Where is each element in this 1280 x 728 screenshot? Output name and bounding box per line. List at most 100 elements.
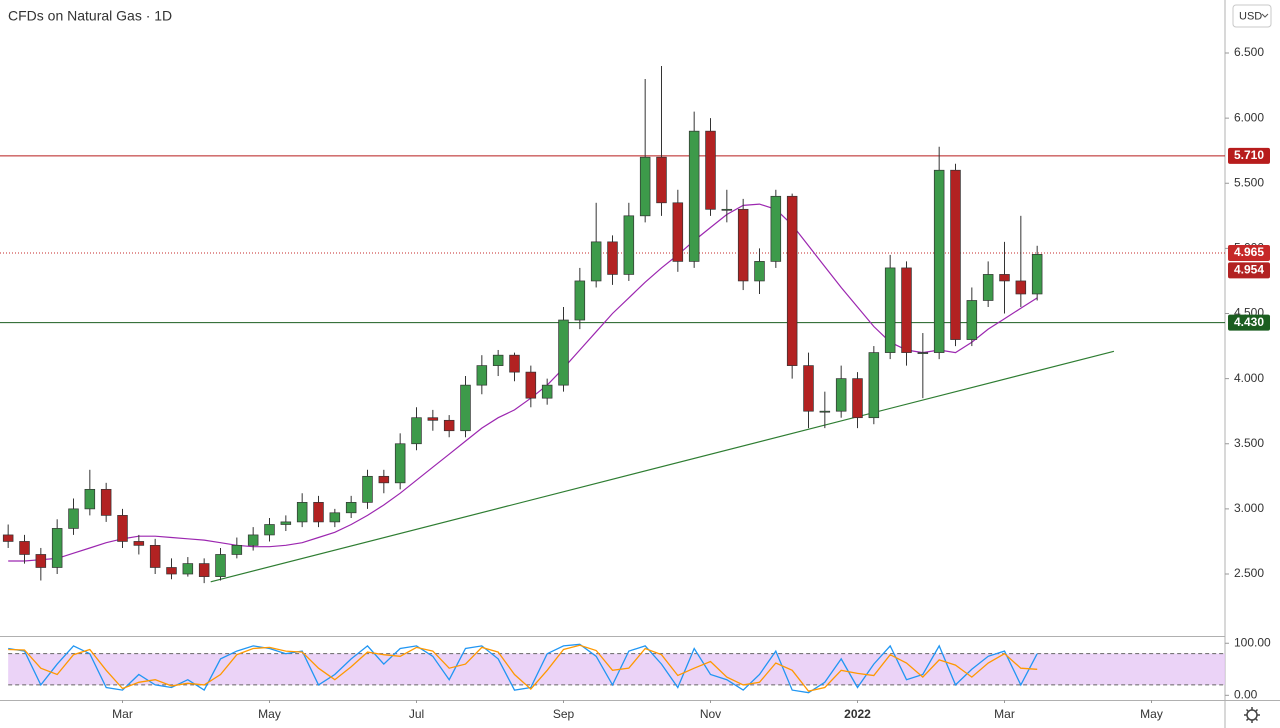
candle-body [51,528,63,568]
y-tick-label: 3.000 [1234,501,1264,515]
candle-body [656,156,667,204]
candle-body [672,202,684,262]
candle-body [607,241,618,275]
candle-body [721,208,733,211]
candle-body [786,195,798,366]
candle-body [590,241,602,282]
candle-body [329,512,341,523]
level-tag-box [1228,314,1270,331]
candle-body [2,534,14,542]
settings-button[interactable] [1244,707,1260,723]
candle-body [460,384,471,432]
candle-body [394,443,406,484]
candle-body [509,354,520,373]
level-tag-box [1228,147,1270,164]
candle-body [198,563,210,577]
candle-body [639,156,651,217]
oscillator-line [8,643,1038,694]
x-tick-label: Mar [994,707,1015,721]
currency-box[interactable] [1232,4,1272,28]
y-tick-label: 6.000 [1234,110,1264,124]
chart-title: CFDs on Natural Gas · 1D [8,8,172,24]
osc-tick-label: 100.00 [1234,635,1271,649]
currency-button[interactable]: USD [1232,4,1272,28]
dropdown-arrow[interactable] [1261,13,1269,18]
candle-body [982,274,994,301]
candle-body [117,515,128,542]
candle-body [100,488,112,516]
candle-body [803,365,814,412]
candle-body [868,352,880,419]
candle-body [966,300,978,340]
candle-body [149,544,161,568]
candle-body [884,267,896,353]
level-tag: 5.710 [1234,148,1264,162]
candle-body [754,261,765,282]
candle-body [950,169,961,340]
candle-body [345,502,357,514]
candle-body [231,544,243,555]
moving-average [8,203,1038,562]
candle-body [835,378,847,412]
candle-body [411,417,422,445]
currency-label[interactable]: USD [1239,10,1262,22]
candle-body [133,541,145,546]
x-tick-label: May [258,707,281,721]
y-tick-label: 5.500 [1234,175,1264,189]
candle-body [558,319,569,386]
candle-body [541,384,553,399]
x-tick-label: Sep [553,707,575,721]
candle-body [264,524,275,536]
candle-body [68,508,79,529]
oscillator-line [8,644,1038,692]
last-price-tag-box [1228,262,1270,279]
candle-body [35,554,47,568]
gear-teeth[interactable] [1244,707,1260,723]
candle-body [819,410,831,413]
candle-body [166,567,177,575]
candle-body [476,365,488,386]
candle-body [362,475,373,503]
candle-body [378,475,390,484]
candle-body [492,354,504,366]
y-tick-label: 2.500 [1234,566,1264,580]
candle-body [999,274,1010,282]
candle-body [84,488,96,510]
x-tick-label: Nov [700,707,721,721]
candle-body [770,195,782,262]
candle-body [313,502,324,523]
candle-body [574,280,586,321]
x-tick-label: Jul [409,707,424,721]
y-tick-label: 6.500 [1234,45,1264,59]
candle-body [1031,254,1043,295]
y-tick-label: 3.500 [1234,436,1264,450]
candle-body [19,541,30,555]
candle-body [901,267,912,353]
last-price-tag: 4.954 [1234,263,1264,277]
x-tick-label: May [1140,707,1163,721]
candle-body [623,215,635,275]
trendline [210,350,1115,583]
x-tick-label: 2022 [844,707,871,721]
candle-body [247,534,259,546]
candle-body [705,130,716,210]
candle-body [525,371,537,399]
candle-body [215,554,226,577]
candle-body [427,417,439,421]
candle-body [688,130,700,262]
osc-tick-label: 0.00 [1234,687,1258,701]
candle-body [852,378,863,419]
y-tick-label: 4.000 [1234,371,1264,385]
candle-body [737,208,749,282]
level-tag: 4.430 [1234,315,1264,329]
level-tag-box [1228,244,1270,261]
candle-body [933,169,945,353]
candle-body [280,521,292,525]
candle-body [296,502,308,523]
candle-body [1015,280,1027,295]
candle-body [917,352,929,354]
candle-body [182,563,194,575]
